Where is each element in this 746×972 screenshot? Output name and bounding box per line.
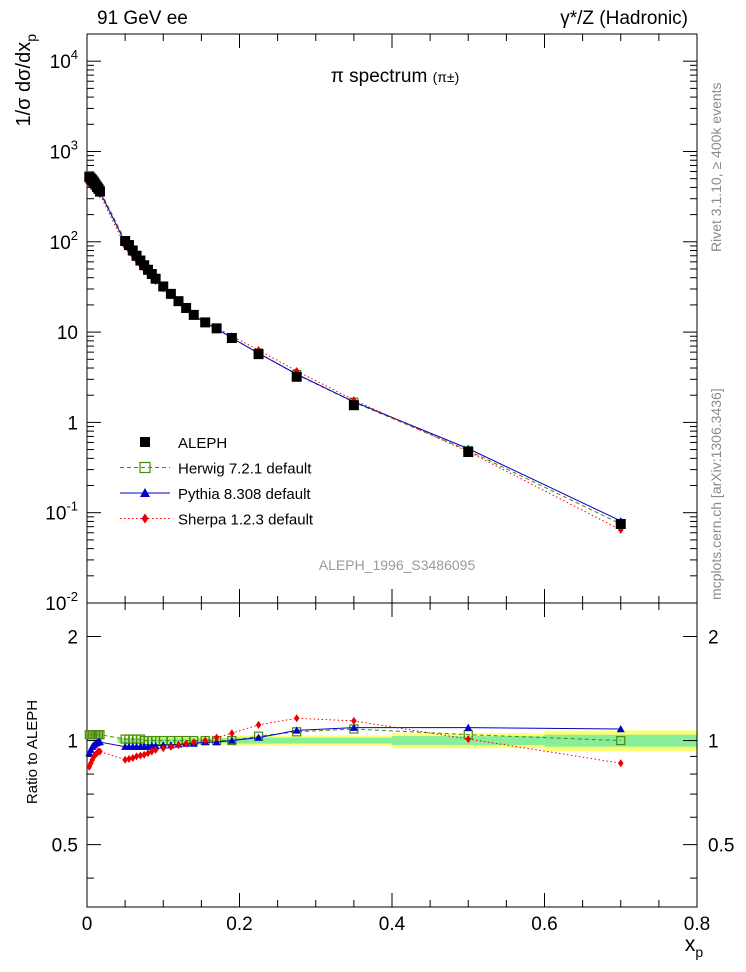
header-left: 91 GeV ee [97,8,188,29]
series-line [89,183,621,531]
data-point [181,302,192,313]
ratio-plot-frame [86,602,698,908]
ratio-point [202,736,208,745]
data-point [165,288,176,299]
ratio-point [464,723,473,731]
data-point [158,281,169,292]
y-axis-label: 1/σ dσ/dxp [13,34,39,127]
legend-marker [140,488,150,497]
data-point [348,400,359,411]
ratio-point [168,742,174,751]
y-tick-label: 10 [57,323,78,344]
data-point [123,240,134,251]
ratio-point [617,759,624,768]
ratio-point [227,736,236,744]
ratio-point [126,754,132,763]
analysis-label: ALEPH_1996_S3486095 [319,557,476,573]
ratio-point [152,745,159,754]
x-axis-label: xp [685,933,704,960]
data-point [200,317,211,328]
uncertainty-band-inner [231,737,392,744]
header-right: γ*/Z (Hadronic) [560,8,688,29]
legend-label: Pythia 8.308 default [178,486,311,503]
x-tick-label: 0.8 [684,914,710,935]
data-point [127,245,138,256]
data-point [211,323,222,334]
data-point [226,333,237,344]
ratio-point [97,747,103,756]
data-point [615,518,626,529]
ratio-point [213,733,220,742]
x-tick-label: 0.2 [226,914,252,935]
ratio-axis-label: Ratio to ALEPH [24,700,41,804]
ratio-point [137,751,144,760]
ratio-point [160,744,167,753]
ratio-point [95,738,104,746]
y-tick-label: 1 [67,413,78,434]
chart-title: π spectrum (π±) [331,66,459,87]
legend-marker [141,513,149,524]
y-tick-label: 104 [50,47,78,73]
ratio-point [151,741,160,750]
legend-label: Herwig 7.2.1 default [178,461,312,478]
data-point [188,309,199,320]
ratio-tick-label-left: 1 [67,732,78,753]
ratio-point [190,738,197,747]
x-tick-label: 0.6 [531,914,557,935]
data-point [150,273,161,284]
ratio-point [254,733,263,741]
y-tick-label: 102 [50,228,78,254]
ratio-point [292,726,301,734]
ratio-point [616,735,626,746]
y-tick-label: 10-1 [45,499,78,525]
ratio-point [465,735,472,744]
data-point [617,525,624,534]
data-point [173,296,184,307]
ratio-tick-label-left: 2 [67,627,78,648]
x-tick-label: 0.4 [379,914,406,935]
legend-marker [139,461,151,474]
y-tick-label: 103 [50,137,78,163]
ratio-point [183,739,189,748]
legend-label: Sherpa 1.2.3 default [178,512,314,529]
ratio-point [122,755,128,764]
series-line [89,179,621,522]
ratio-tick-label-right: 0.5 [708,836,734,857]
data-point [291,371,302,382]
y-tick-label: 10-2 [45,589,78,615]
ratio-point [616,725,625,733]
data-point [463,447,474,458]
ratio-point [229,729,235,738]
legend-marker [140,437,150,447]
ratio-point [349,723,358,731]
series-line [88,175,621,525]
data-point [94,186,105,197]
ratio-point [212,738,221,746]
ratio-point [133,752,140,761]
legend-label: ALEPH [178,435,227,452]
ratio-point [293,714,300,723]
uncertainty-band-inner [544,734,697,747]
ratio-tick-label-left: 0.5 [52,836,78,857]
ratio-point [351,716,357,725]
ratio-tick-label-right: 2 [708,627,719,648]
ratio-tick-label-right: 1 [708,732,719,753]
ratio-point [175,741,182,750]
data-point [253,349,264,360]
x-tick-label: 0 [82,914,93,935]
ratio-point [255,720,262,729]
